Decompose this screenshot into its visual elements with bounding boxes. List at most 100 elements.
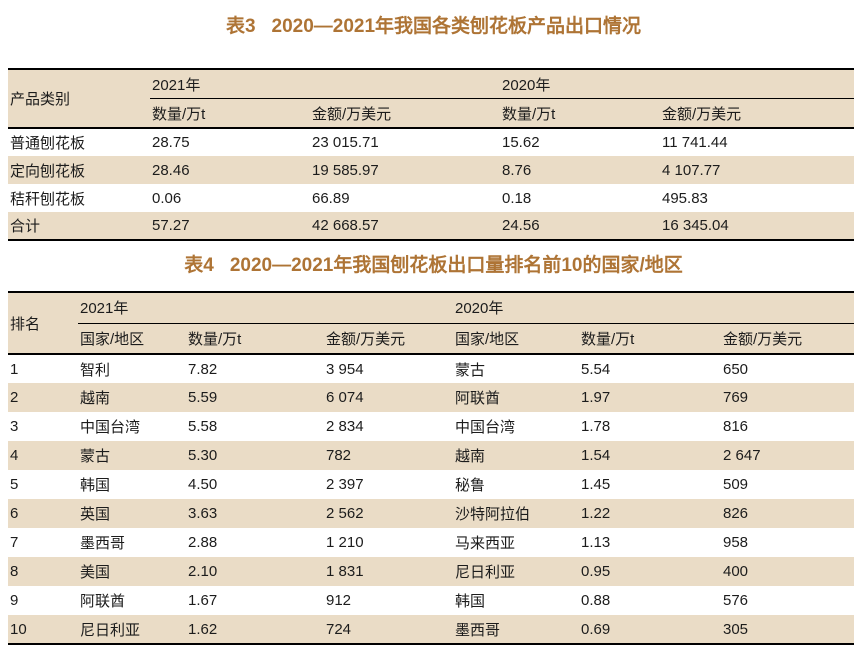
table4-qty-2020-header: 数量/万t [579, 323, 721, 354]
qty-2020-cell: 5.54 [581, 360, 611, 378]
table-row: 定向刨花板 28.46 19 585.97 8.76 4 107.77 [8, 156, 854, 184]
table-row: 9 阿联酋 1.67 912 韩国 0.88 576 [8, 586, 854, 615]
country-2021-cell: 智利 [80, 361, 111, 379]
qty-2020-cell: 24.56 [502, 217, 540, 234]
table4-header-year-row: 排名 2021年 2020年 [8, 292, 854, 354]
qty-2021-cell: 1.62 [188, 620, 218, 638]
table4-header-measure-row: 国家/地区 数量/万t 金额/万美元 国家/地区 数量/万t 金额/万美元 [8, 323, 854, 354]
qty-2021-cell: 7.82 [188, 360, 218, 378]
rank-cell: 6 [10, 505, 19, 522]
country-2020-cell: 中国台湾 [455, 419, 516, 436]
amount-2020-cell: 650 [723, 360, 749, 378]
amount-2020-cell: 826 [723, 505, 749, 522]
amount-2021-cell: 3 954 [326, 360, 364, 378]
table-row: 普通刨花板 28.75 23 015.71 15.62 11 741.44 [8, 128, 854, 156]
qty-2020-cell: 8.76 [502, 161, 532, 179]
table-row: 7 墨西哥 2.88 1 210 马来西亚 1.13 958 [8, 528, 854, 557]
rank-cell: 8 [10, 563, 19, 580]
amount-2021-cell: 2 397 [326, 476, 364, 493]
amount-2021-cell: 19 585.97 [312, 161, 379, 179]
qty-2020-cell: 1.78 [581, 418, 611, 435]
category-cell: 普通刨花板 [10, 135, 86, 152]
amount-2020-cell: 509 [723, 476, 749, 493]
table-row: 2 越南 5.59 6 074 阿联酋 1.97 769 [8, 383, 854, 412]
amount-2021-cell: 782 [326, 447, 352, 464]
amount-2020-cell: 16 345.04 [662, 217, 729, 234]
table-row: 5 韩国 4.50 2 397 秘鲁 1.45 509 [8, 470, 854, 499]
qty-2020-cell: 1.54 [581, 447, 611, 464]
qty-2020-cell: 15.62 [502, 134, 540, 151]
country-2021-cell: 蒙古 [80, 448, 111, 465]
qty-2021-cell: 2.10 [188, 563, 218, 580]
amount-2020-cell: 4 107.77 [662, 161, 721, 179]
table3-header: 产品类别 2021年 2020年 数量/万t 金额/万美元 数量/万t 金额/万… [8, 69, 854, 128]
amount-2021-cell: 724 [326, 620, 352, 638]
country-2021-cell: 尼日利亚 [80, 621, 141, 639]
table4-rank-header: 排名 [8, 292, 78, 354]
table4-caption-text: 2020—2021年我国刨花板出口量排名前10的国家/地区 [229, 255, 683, 276]
country-2021-cell: 中国台湾 [80, 419, 141, 436]
qty-2020-cell: 0.18 [502, 189, 532, 207]
table-row: 10 尼日利亚 1.62 724 墨西哥 0.69 305 [8, 615, 854, 644]
table-row: 8 美国 2.10 1 831 尼日利亚 0.95 400 [8, 557, 854, 586]
table-row: 4 蒙古 5.30 782 越南 1.54 2 647 [8, 441, 854, 470]
table-row-total: 合计 57.27 42 668.57 24.56 16 345.04 [8, 212, 854, 240]
table4-year-2020-header: 2020年 [453, 292, 854, 324]
country-2020-cell: 阿联酋 [455, 390, 501, 407]
country-2020-cell: 韩国 [455, 593, 486, 610]
country-2021-cell: 墨西哥 [80, 535, 126, 552]
table3-amount-2021-header: 金额/万美元 [310, 98, 500, 128]
amount-2021-cell: 2 562 [326, 505, 364, 522]
rank-cell: 3 [10, 418, 19, 435]
qty-2021-cell: 3.63 [188, 505, 218, 522]
country-2020-cell: 蒙古 [455, 361, 486, 379]
qty-2020-cell: 0.88 [581, 592, 611, 609]
qty-2020-cell: 1.97 [581, 389, 611, 406]
amount-2020-cell: 958 [723, 534, 749, 551]
table3-year-2021-header: 2021年 [150, 69, 500, 99]
table3-caption: 表3 2020—2021年我国各类刨花板产品出口情况 [0, 0, 867, 68]
table3-product-category-header: 产品类别 [8, 69, 150, 128]
rank-cell: 1 [10, 360, 19, 378]
table4-top10-export-destinations: 排名 2021年 2020年 国家/地区 数量/万t 金额/万美元 国家/地区 … [8, 291, 854, 645]
country-2021-cell: 韩国 [80, 477, 111, 494]
amount-2020-cell: 495.83 [662, 189, 708, 207]
amount-2021-cell: 66.89 [312, 189, 350, 207]
table4-amount-2020-header: 金额/万美元 [721, 323, 854, 354]
qty-2021-cell: 2.88 [188, 534, 218, 551]
qty-2021-cell: 5.30 [188, 447, 218, 464]
amount-2020-cell: 769 [723, 389, 749, 406]
qty-2021-cell: 28.46 [152, 161, 190, 179]
qty-2021-cell: 5.58 [188, 418, 218, 435]
qty-2020-cell: 0.69 [581, 620, 611, 638]
amount-2021-cell: 912 [326, 592, 352, 609]
table-row: 秸秆刨花板 0.06 66.89 0.18 495.83 [8, 184, 854, 212]
table-row: 6 英国 3.63 2 562 沙特阿拉伯 1.22 826 [8, 499, 854, 528]
amount-2020-cell: 816 [723, 418, 749, 435]
amount-2020-cell: 400 [723, 563, 749, 580]
table3-export-by-product: 产品类别 2021年 2020年 数量/万t 金额/万美元 数量/万t 金额/万… [8, 68, 854, 241]
category-cell: 定向刨花板 [10, 162, 86, 180]
table4-country-2020-header: 国家/地区 [453, 323, 579, 354]
table-row: 3 中国台湾 5.58 2 834 中国台湾 1.78 816 [8, 412, 854, 441]
table-row: 1 智利 7.82 3 954 蒙古 5.54 650 [8, 354, 854, 383]
table4-caption: 表4 2020—2021年我国刨花板出口量排名前10的国家/地区 [0, 241, 867, 291]
country-2021-cell: 英国 [80, 506, 111, 523]
table4-qty-2021-header: 数量/万t [186, 323, 324, 354]
country-2020-cell: 尼日利亚 [455, 564, 516, 581]
table3-header-year-row: 产品类别 2021年 2020年 [8, 69, 854, 128]
table4-year-2021-header: 2021年 [78, 292, 453, 324]
amount-2021-cell: 2 834 [326, 418, 364, 435]
table4-amount-2021-header: 金额/万美元 [324, 323, 453, 354]
amount-2020-cell: 11 741.44 [662, 134, 728, 151]
table4-caption-label: 表4 [184, 255, 214, 276]
table3-caption-label: 表3 [225, 16, 256, 37]
table3-year-2020-header: 2020年 [500, 69, 854, 99]
rank-cell: 2 [10, 389, 19, 406]
amount-2021-cell: 1 210 [326, 534, 364, 551]
rank-cell: 10 [10, 620, 27, 638]
qty-2021-cell: 1.67 [188, 592, 218, 609]
qty-2020-cell: 1.45 [581, 476, 611, 493]
country-2021-cell: 美国 [80, 564, 111, 581]
country-2021-cell: 越南 [80, 390, 111, 407]
